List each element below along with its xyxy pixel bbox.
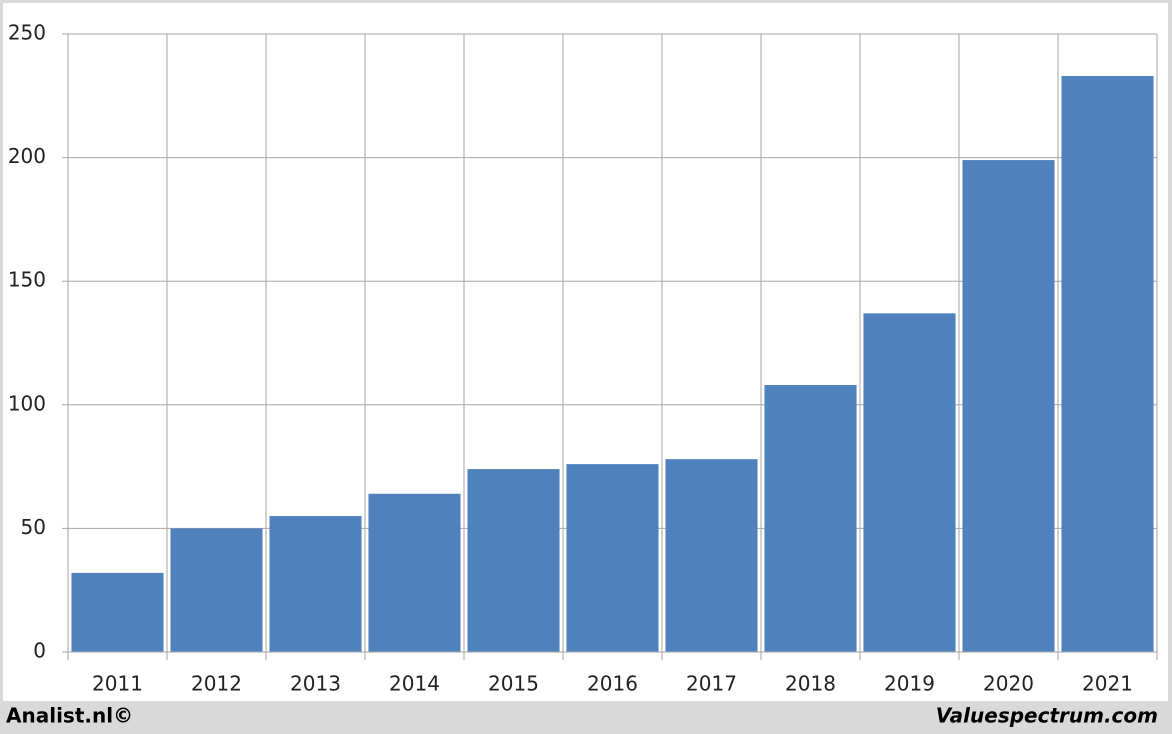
bar: [764, 385, 857, 652]
bar: [863, 313, 956, 652]
bar: [368, 493, 461, 652]
footer-left: Analist.nl©: [6, 704, 133, 728]
bar: [566, 464, 659, 652]
y-tick-label: 250: [8, 21, 46, 45]
bar: [71, 572, 164, 652]
y-tick-label: 0: [33, 639, 46, 663]
x-tick-label: 2021: [1082, 672, 1133, 696]
y-tick-label: 100: [8, 391, 46, 415]
bar: [467, 469, 560, 652]
x-tick-label: 2012: [191, 672, 242, 696]
bar: [665, 459, 758, 652]
bar: [170, 528, 263, 652]
x-tick-label: 2020: [983, 672, 1034, 696]
x-tick-label: 2016: [587, 672, 638, 696]
footer-right: Valuespectrum.com: [936, 704, 1158, 728]
x-tick-label: 2017: [686, 672, 737, 696]
bar: [1061, 76, 1154, 653]
x-tick-label: 2018: [785, 672, 836, 696]
y-tick-label: 200: [8, 144, 46, 168]
x-tick-label: 2015: [488, 672, 539, 696]
bar: [962, 160, 1055, 652]
y-tick-label: 150: [8, 268, 46, 292]
x-tick-label: 2019: [884, 672, 935, 696]
bar: [269, 516, 362, 652]
y-tick-label: 50: [21, 515, 46, 539]
x-tick-label: 2013: [290, 672, 341, 696]
x-tick-label: 2011: [92, 672, 143, 696]
x-tick-label: 2014: [389, 672, 440, 696]
